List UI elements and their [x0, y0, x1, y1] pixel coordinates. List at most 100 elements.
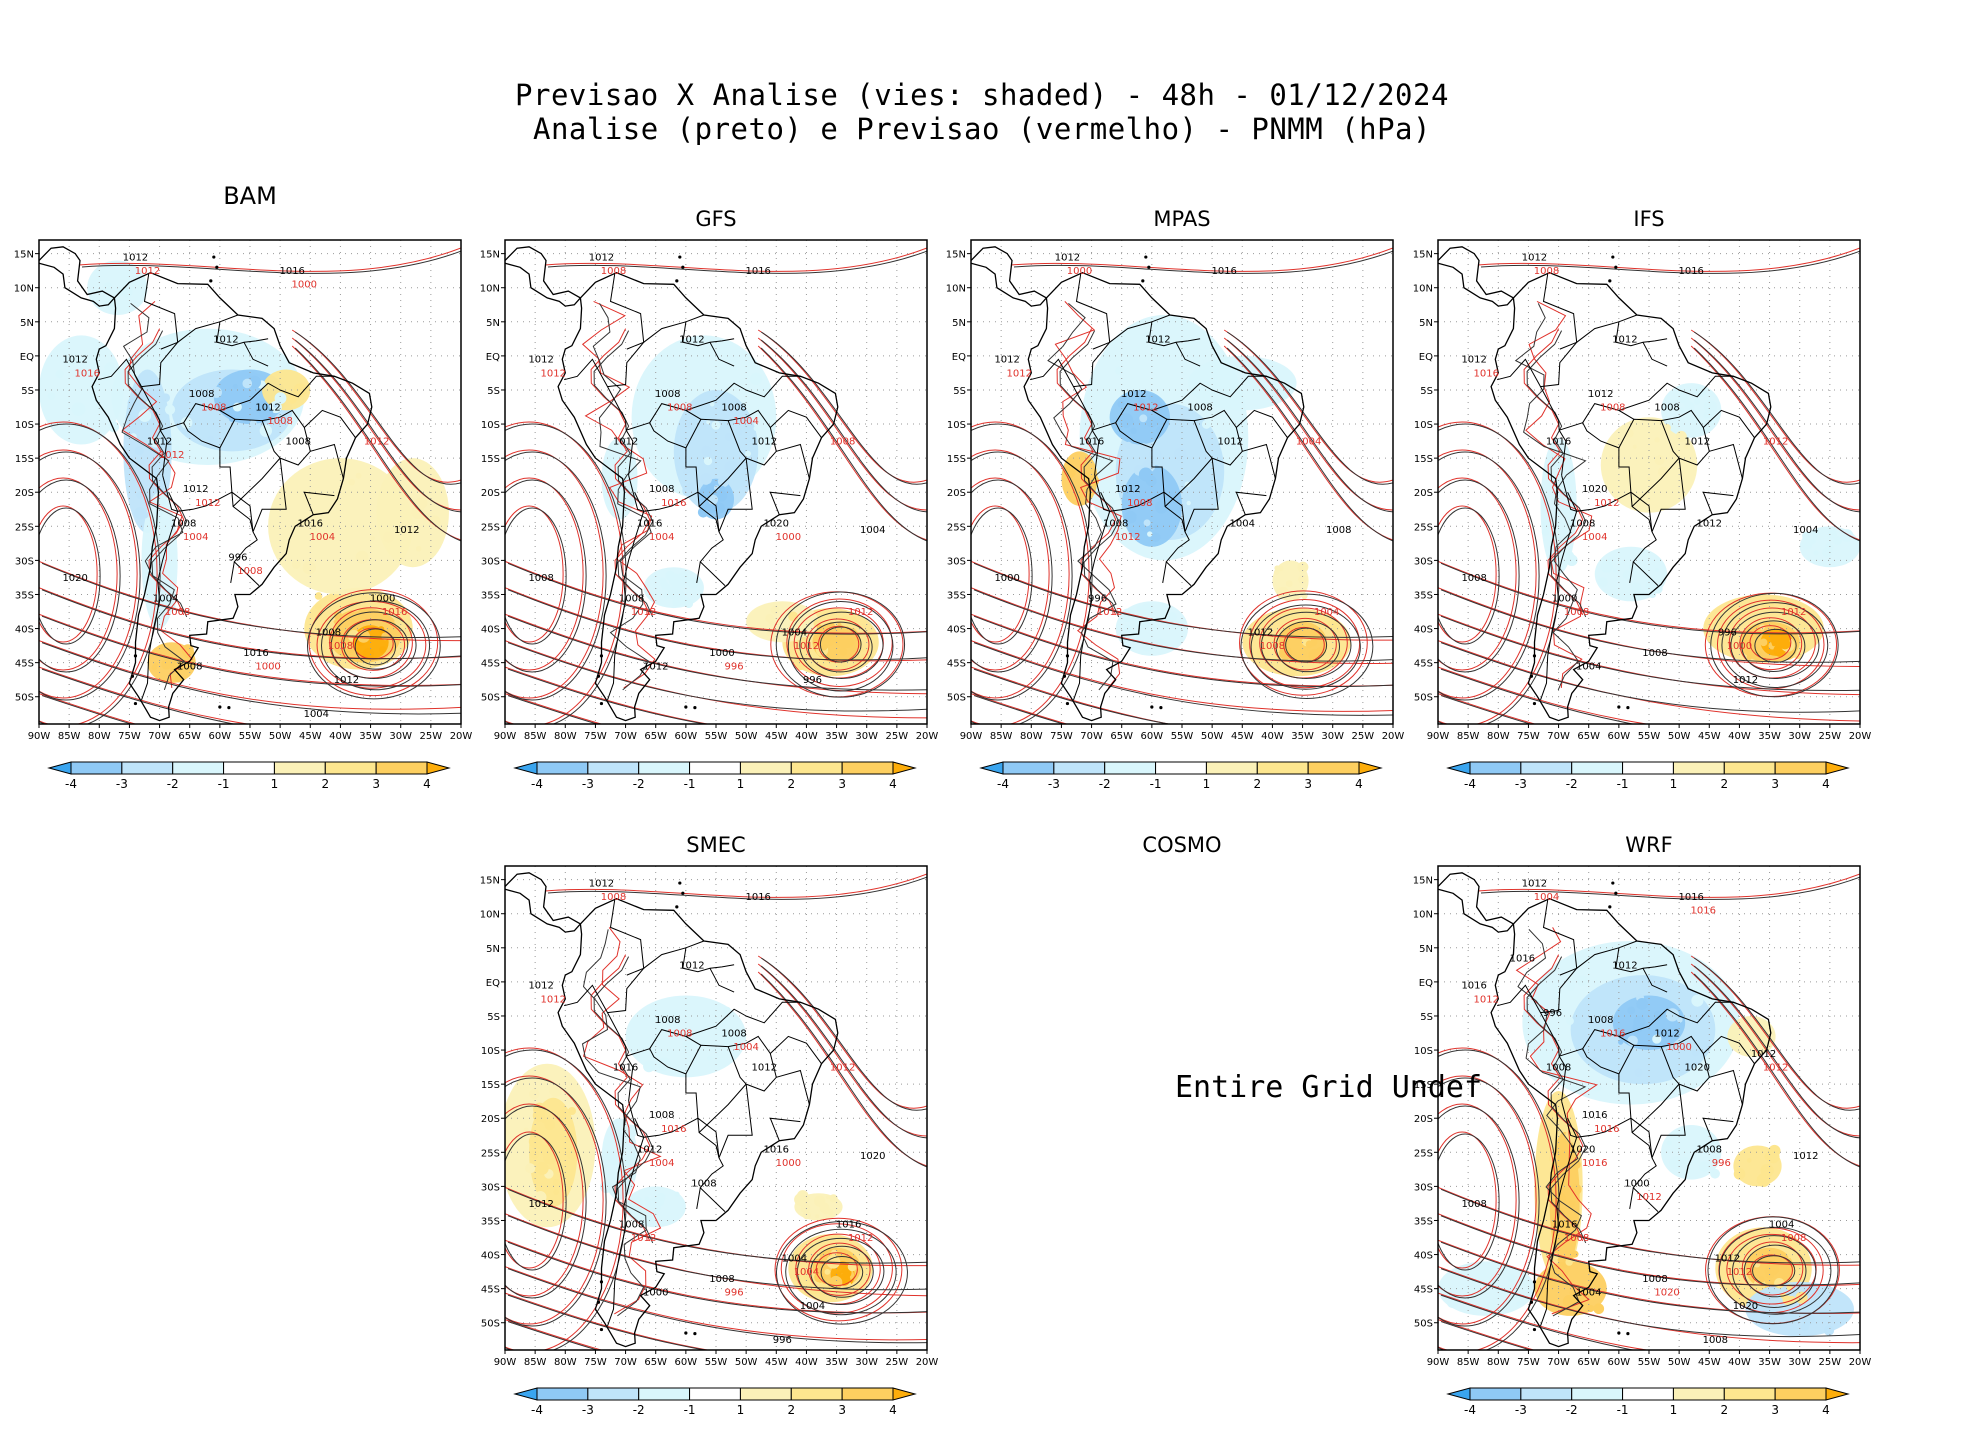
island [1144, 255, 1148, 259]
isobar-label-forecast: 1000 [292, 280, 317, 291]
isobar-line [1693, 957, 1860, 1111]
lat-tick-label: 10S [1414, 1046, 1433, 1057]
colorbar-swatch [689, 761, 741, 775]
lon-tick-label: 55W [1171, 731, 1194, 742]
bias-shading [1600, 417, 1698, 513]
colorbar-swatch [70, 761, 123, 775]
island [215, 265, 219, 269]
bias-speck [55, 369, 64, 379]
lat-tick-label: 5S [1420, 1012, 1433, 1023]
island [1614, 891, 1618, 895]
isobar-ring [1752, 1255, 1796, 1287]
isobar-label-analysis: 1012 [1715, 1253, 1740, 1264]
colorbar-tick-label: 4 [889, 777, 897, 791]
country-border [745, 375, 801, 398]
country-border [1709, 1069, 1743, 1105]
lat-tick-label: 40S [1414, 625, 1433, 636]
isobar-line [547, 876, 927, 900]
lat-tick-label: 20S [15, 488, 34, 499]
isobar-label-forecast: 1012 [1474, 994, 1499, 1005]
bias-speck [121, 286, 133, 298]
isobar-label-forecast: 1016 [1594, 1124, 1619, 1135]
colorbar-tick-label: -2 [1566, 1403, 1578, 1417]
bias-speck [291, 560, 301, 569]
lat-tick-label: 40S [15, 625, 34, 636]
isobar-ring [1743, 1244, 1807, 1298]
country-border [696, 561, 701, 583]
isobar-ring [505, 1103, 584, 1297]
isobar-line [505, 587, 927, 662]
map-body: 1012 1016 1012 1012 1008 1012 1012 1008 1012 1008… [39, 240, 461, 724]
isobar-ring [1730, 611, 1820, 679]
bias-speck [724, 460, 738, 475]
isobar-label-analysis: 1008 [1187, 402, 1212, 413]
bias-speck [1703, 411, 1711, 419]
isobar-label-analysis: 1008 [1654, 402, 1679, 413]
isobar-label-analysis: 1004 [860, 525, 885, 536]
lat-tick-label: 10S [947, 420, 966, 431]
isobar-line [1440, 695, 1533, 724]
bias-speck [1566, 982, 1576, 991]
bias-speck [1739, 1245, 1750, 1256]
isobar-label-forecast: 1004 [1534, 892, 1559, 903]
isobar-line [1010, 247, 1393, 272]
lon-tick-label: 60W [209, 731, 232, 742]
colorbar-tick-label: 2 [321, 777, 329, 791]
country-border [1618, 1008, 1680, 1037]
isobar-label-analysis: 1004 [1769, 1219, 1794, 1230]
country-border [1094, 475, 1110, 512]
isobar-ring [1438, 451, 1540, 701]
isobar-label-analysis: 1016 [298, 518, 323, 529]
bias-speck [158, 644, 164, 650]
bias-speck [1813, 550, 1819, 556]
lat-tick-label: 25S [1414, 522, 1433, 533]
isobar-ring [39, 421, 158, 724]
colorbar-tick-label: 4 [1822, 777, 1830, 791]
isobar-ring [971, 451, 1073, 701]
colorbar-tick-label: -4 [65, 777, 77, 791]
colorbar-tick-label: 2 [787, 1403, 795, 1417]
lat-tick-label: 25S [481, 522, 500, 533]
isobar-label-forecast: 1012 [631, 1233, 656, 1244]
colorbar-arrow-left [1446, 1387, 1471, 1401]
isobar-ring [780, 1223, 893, 1314]
coastline-central-america [505, 872, 582, 933]
colorbar-swatch [841, 761, 894, 775]
isobar-ring [505, 421, 624, 724]
isobar-label-analysis: 1008 [709, 1274, 734, 1285]
isobar-label-forecast: 1012 [848, 607, 873, 618]
isobar-label-analysis: 1020 [1582, 484, 1607, 495]
isobar-label-analysis: 1008 [189, 389, 214, 400]
bias-speck [1148, 448, 1162, 462]
bias-speck [706, 420, 711, 425]
colorbar-tick-label: 1 [1670, 777, 1678, 791]
lat-tick-label: 10S [481, 1046, 500, 1057]
bias-speck [682, 1040, 692, 1051]
lat-tick-label: 10N [946, 284, 966, 295]
colorbar-arrow-left [979, 761, 1004, 775]
bias-speck [382, 531, 395, 543]
isobar-line [973, 615, 1393, 687]
isobar-line [760, 339, 927, 513]
bias-speck [1703, 400, 1718, 414]
bias-speck [164, 404, 176, 415]
isobar-line [1690, 955, 1860, 1109]
isobar-label-analysis: 1012 [1218, 437, 1243, 448]
isobar-ring [1438, 1105, 1520, 1299]
country-border [1630, 1117, 1653, 1158]
bias-speck [1746, 1157, 1752, 1163]
bias-speck [770, 605, 780, 615]
panel-smec: SMEC 1012 1016 1012 1012 1008 1008 1016 1012 1008… [480, 833, 939, 1368]
isobar-line [1440, 562, 1860, 635]
bias-speck [1136, 605, 1143, 612]
island [1611, 881, 1615, 885]
bias-speck [161, 659, 172, 670]
lat-tick-label: 25S [1414, 1148, 1433, 1159]
isobar-label-analysis: 1008 [171, 518, 196, 529]
lon-tick-label: 25W [886, 1357, 909, 1368]
isobar-ring [1438, 477, 1517, 671]
isobar-line [507, 589, 927, 661]
bias-speck [701, 445, 712, 457]
isobar-line [1477, 247, 1860, 272]
